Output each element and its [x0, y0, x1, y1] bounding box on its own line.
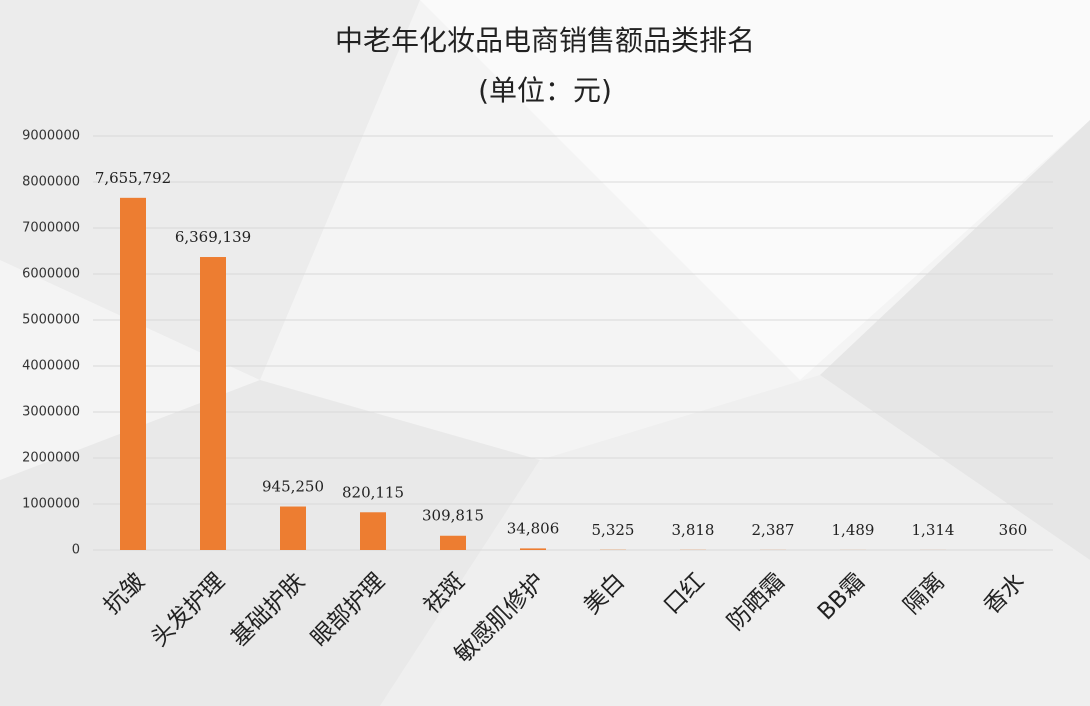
y-tick-label: 5000000	[22, 313, 80, 328]
bar	[440, 535, 466, 550]
y-tick-label: 1000000	[22, 497, 80, 512]
y-tick-label: 7000000	[22, 221, 80, 236]
bg-shape	[420, 0, 1090, 380]
bar	[360, 512, 386, 550]
y-tick-label: 3000000	[22, 405, 80, 420]
value-label: 360	[999, 521, 1028, 539]
value-label: 820,115	[342, 483, 404, 501]
y-tick-label: 9000000	[22, 129, 80, 144]
bar	[520, 548, 546, 550]
value-label: 5,325	[592, 521, 635, 539]
y-tick-label: 2000000	[22, 451, 80, 466]
value-label: 1,489	[832, 521, 875, 539]
y-tick-label: 0	[72, 543, 80, 558]
bg-shape	[0, 0, 420, 380]
y-tick-label: 6000000	[22, 267, 80, 282]
value-label: 7,655,792	[95, 169, 171, 187]
value-label: 945,250	[262, 478, 324, 496]
bar	[120, 197, 146, 551]
value-label: 1,314	[912, 521, 955, 539]
bar	[280, 506, 306, 550]
value-label: 309,815	[422, 507, 484, 525]
y-tick-label: 8000000	[22, 175, 80, 190]
value-label: 6,369,139	[175, 228, 251, 246]
value-label: 34,806	[507, 519, 560, 537]
value-label: 3,818	[672, 521, 715, 539]
chart-title: 中老年化妆品电商销售额品类排名	[335, 24, 755, 57]
y-tick-label: 4000000	[22, 359, 80, 374]
bar	[200, 257, 226, 550]
value-label: 2,387	[752, 521, 795, 539]
bg-shape	[820, 120, 1090, 560]
chart-subtitle: (单位：元)	[478, 74, 612, 107]
